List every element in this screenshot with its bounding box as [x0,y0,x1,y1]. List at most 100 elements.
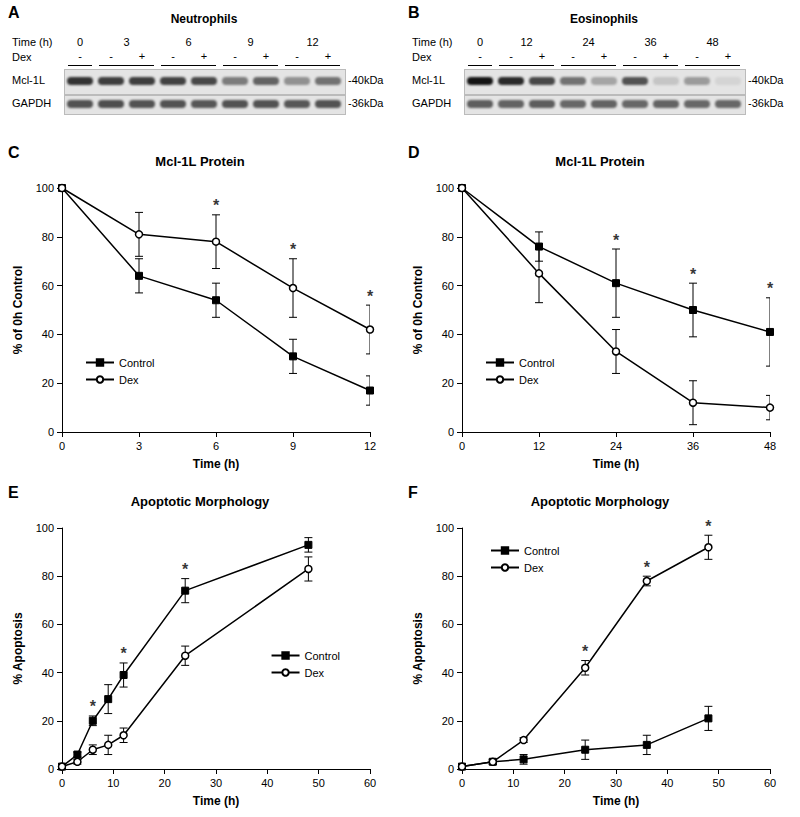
svg-text:60: 60 [442,618,454,630]
svg-text:0: 0 [448,426,454,438]
svg-text:*: * [290,241,297,258]
svg-text:10: 10 [507,777,519,789]
svg-text:F: F [408,484,418,501]
svg-text:*: * [582,643,589,660]
svg-text:40: 40 [442,667,454,679]
svg-text:3: 3 [136,440,142,452]
svg-text:*: * [690,266,697,283]
svg-text:Time (h): Time (h) [193,457,239,471]
svg-text:0: 0 [59,440,65,452]
svg-text:9: 9 [290,440,296,452]
svg-text:50: 50 [313,777,325,789]
svg-text:80: 80 [42,231,54,243]
svg-text:24: 24 [610,440,622,452]
html-text:Dex: Dex [12,51,32,63]
html-text:-36kDa: -36kDa [348,97,384,109]
svg-text:30: 30 [210,777,222,789]
svg-text:40: 40 [42,667,54,679]
svg-text:60: 60 [42,618,54,630]
svg-text:E: E [8,484,19,501]
svg-text:D: D [408,144,420,161]
svg-text:Mcl-1L Protein: Mcl-1L Protein [555,154,644,169]
svg-text:Dex: Dex [305,667,325,679]
svg-text:*: * [182,561,189,578]
svg-text:80: 80 [442,231,454,243]
html-text:Time (h): Time (h) [412,36,453,48]
svg-text:100: 100 [36,522,54,534]
svg-text:Control: Control [519,357,554,369]
svg-text:Apoptotic Morphology: Apoptotic Morphology [531,494,670,509]
svg-text:20: 20 [42,715,54,727]
svg-text:*: * [613,232,620,249]
svg-text:12: 12 [364,440,376,452]
svg-text:*: * [90,698,97,715]
svg-text:60: 60 [42,280,54,292]
svg-text:Time (h): Time (h) [593,457,639,471]
svg-text:Control: Control [119,357,154,369]
svg-text:0: 0 [48,763,54,775]
svg-text:0: 0 [459,777,465,789]
svg-text:Apoptotic Morphology: Apoptotic Morphology [131,494,270,509]
svg-text:20: 20 [559,777,571,789]
svg-text:*: * [644,559,651,576]
svg-text:60: 60 [442,280,454,292]
svg-text:40: 40 [261,777,273,789]
svg-text:C: C [8,144,20,161]
svg-text:0: 0 [459,440,465,452]
svg-text:50: 50 [713,777,725,789]
html-text:24: 24 [582,36,595,48]
svg-text:0: 0 [59,777,65,789]
html-text:36: 36 [644,36,657,48]
svg-text:% of 0h Control: % of 0h Control [411,266,425,355]
html-text:Neutrophils: Neutrophils [170,12,238,26]
svg-text:100: 100 [36,182,54,194]
svg-text:Time (h): Time (h) [193,794,239,808]
svg-text:80: 80 [442,570,454,582]
svg-text:0: 0 [448,763,454,775]
svg-text:40: 40 [661,777,673,789]
html-text:12: 12 [520,36,533,48]
svg-text:Dex: Dex [119,374,139,386]
svg-text:20: 20 [442,377,454,389]
svg-text:Control: Control [524,545,559,557]
svg-text:48: 48 [764,440,776,452]
svg-text:30: 30 [610,777,622,789]
html-text:B: B [408,4,420,21]
html-text:12: 12 [306,36,319,48]
svg-text:60: 60 [764,777,776,789]
html-text:Time (h): Time (h) [12,36,53,48]
html-text:Eosinophils: Eosinophils [570,12,638,26]
svg-text:*: * [120,645,127,662]
svg-text:Dex: Dex [519,374,539,386]
svg-text:20: 20 [159,777,171,789]
svg-text:20: 20 [42,377,54,389]
svg-text:Mcl-1L Protein: Mcl-1L Protein [155,154,244,169]
svg-text:Control: Control [305,650,340,662]
svg-text:% Apoptosis: % Apoptosis [411,612,425,685]
html-text:Mcl-1L: Mcl-1L [12,74,45,86]
html-text:A: A [8,4,20,21]
svg-text:Time (h): Time (h) [593,794,639,808]
svg-text:40: 40 [42,328,54,340]
html-text:-40kDa: -40kDa [348,74,384,86]
svg-text:100: 100 [436,522,454,534]
svg-text:Dex: Dex [524,562,544,574]
svg-text:% Apoptosis: % Apoptosis [11,612,25,685]
svg-text:*: * [705,518,712,535]
svg-text:40: 40 [442,328,454,340]
svg-text:36: 36 [687,440,699,452]
svg-text:12: 12 [533,440,545,452]
svg-text:100: 100 [436,182,454,194]
svg-text:6: 6 [213,440,219,452]
svg-text:60: 60 [364,777,376,789]
svg-text:*: * [767,280,774,297]
html-text:Dex: Dex [412,51,432,63]
svg-text:20: 20 [442,715,454,727]
svg-text:0: 0 [48,426,54,438]
html-text:GAPDH: GAPDH [12,97,52,109]
svg-text:% of 0h Control: % of 0h Control [11,266,25,355]
svg-text:80: 80 [42,570,54,582]
svg-text:10: 10 [107,777,119,789]
svg-text:*: * [367,288,374,305]
svg-text:*: * [213,197,220,214]
